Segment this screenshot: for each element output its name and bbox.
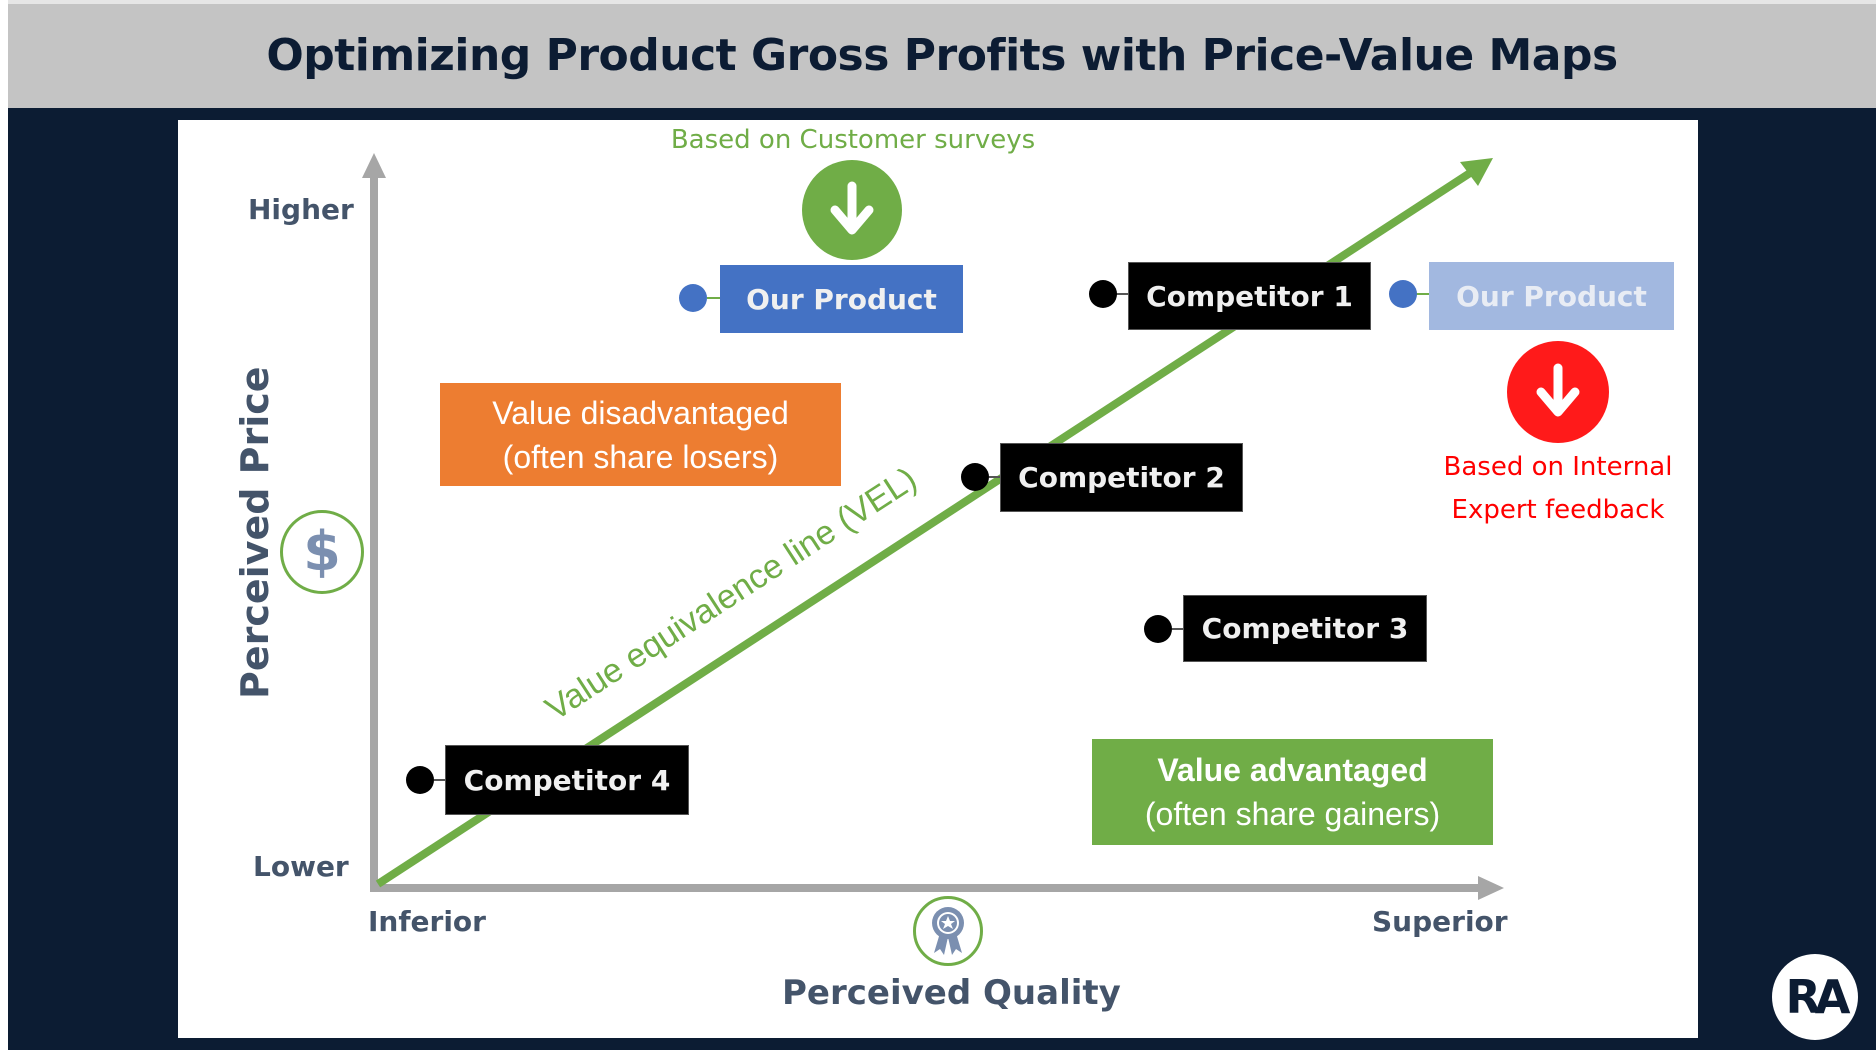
award-ribbon-icon [913,896,983,966]
y-low-label: Lower [253,850,349,883]
internal-feedback-note-line1: Based on Internal [1443,452,1673,482]
top-edge [0,0,1876,4]
title-bar: Optimizing Product Gross Profits with Pr… [8,4,1876,108]
customer-survey-note: Based on Customer surveys [670,125,1036,155]
arrow-down-circle-icon [802,160,902,260]
y-high-label: Higher [248,193,354,226]
competitor-2-label[interactable]: Competitor 2 [1000,443,1243,512]
competitor-4-label[interactable]: Competitor 4 [445,745,689,815]
y-axis-title: Perceived Price [233,366,277,699]
x-axis-title: Perceived Quality [782,973,1121,1013]
competitor-4-marker[interactable] [406,766,434,794]
x-high-label: Superior [1372,905,1508,938]
our-product-customer-marker[interactable] [679,284,707,312]
zone-disadvantaged-line2: (often share losers) [502,438,779,475]
slide-title: Optimizing Product Gross Profits with Pr… [266,30,1618,81]
y-axis [362,153,386,892]
our-product-internal-marker[interactable] [1389,280,1417,308]
arrow-down-circle-icon-red [1507,341,1609,443]
zone-advantaged-line2: (often share gainers) [1144,796,1441,832]
zone-advantaged-line1: Value advantaged [1157,752,1428,788]
x-axis [370,876,1504,900]
dollar-icon: $ [280,510,364,594]
competitor-1-marker[interactable] [1089,280,1117,308]
left-edge [0,0,8,1050]
competitor-1-label[interactable]: Competitor 1 [1128,262,1371,330]
competitor-2-marker[interactable] [961,463,989,491]
zone-disadvantaged-line1: Value disadvantaged [492,394,789,431]
competitor-3-label[interactable]: Competitor 3 [1183,595,1427,662]
our-product-internal-label[interactable]: Our Product [1429,262,1674,330]
zone-value-advantaged: Value advantaged (often share gainers) [1092,739,1493,845]
x-low-label: Inferior [368,905,486,938]
zone-value-disadvantaged: Value disadvantaged (often share losers) [440,383,841,486]
competitor-3-marker[interactable] [1144,615,1172,643]
logo-text: RA [1785,970,1850,1024]
internal-feedback-note-line2: Expert feedback [1451,495,1665,525]
ra-logo: RA [1772,954,1858,1040]
our-product-customer-label[interactable]: Our Product [720,265,963,333]
